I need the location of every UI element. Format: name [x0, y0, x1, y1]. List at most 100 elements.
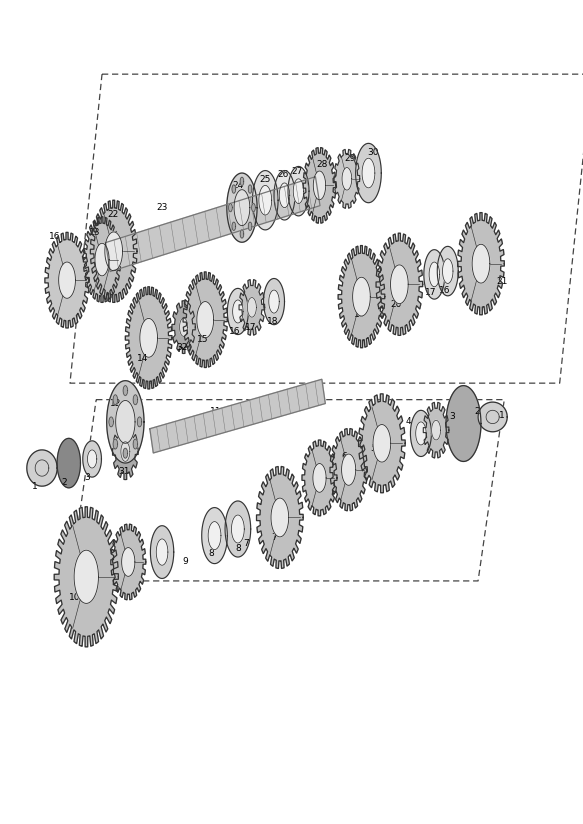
Text: 3: 3: [449, 412, 455, 420]
Polygon shape: [279, 183, 290, 208]
Polygon shape: [429, 262, 440, 287]
Polygon shape: [356, 143, 381, 203]
Polygon shape: [232, 222, 236, 231]
Polygon shape: [106, 176, 320, 272]
Text: 17: 17: [424, 288, 436, 297]
Polygon shape: [376, 233, 423, 335]
Text: 3: 3: [85, 474, 90, 482]
Polygon shape: [109, 417, 114, 427]
Polygon shape: [274, 171, 295, 220]
Polygon shape: [227, 173, 257, 242]
Polygon shape: [113, 424, 138, 480]
Polygon shape: [57, 438, 80, 488]
Text: 7: 7: [243, 540, 249, 548]
Text: 28: 28: [317, 161, 328, 169]
Polygon shape: [197, 302, 213, 338]
Text: 10: 10: [69, 593, 80, 602]
Polygon shape: [150, 526, 174, 578]
Text: 16: 16: [438, 286, 450, 294]
Polygon shape: [121, 442, 130, 461]
Text: 22: 22: [107, 210, 118, 218]
Text: 11: 11: [210, 408, 222, 416]
Polygon shape: [90, 200, 137, 302]
Polygon shape: [54, 507, 118, 647]
Polygon shape: [478, 402, 507, 432]
Text: 8: 8: [235, 545, 241, 553]
Polygon shape: [288, 166, 309, 216]
Polygon shape: [458, 213, 504, 315]
Polygon shape: [423, 402, 449, 458]
Polygon shape: [229, 204, 232, 212]
Polygon shape: [123, 448, 128, 458]
Polygon shape: [248, 222, 252, 231]
Polygon shape: [342, 167, 352, 190]
Text: 2: 2: [61, 478, 67, 486]
Polygon shape: [183, 272, 227, 368]
Polygon shape: [442, 259, 453, 283]
Text: 32: 32: [176, 344, 188, 352]
Polygon shape: [269, 290, 279, 313]
Polygon shape: [248, 185, 252, 193]
Polygon shape: [27, 450, 57, 486]
Text: 18: 18: [267, 317, 279, 325]
Polygon shape: [252, 204, 255, 212]
Text: 19: 19: [354, 311, 366, 319]
Polygon shape: [240, 230, 244, 238]
Polygon shape: [87, 450, 97, 468]
Text: 15: 15: [197, 335, 209, 344]
Polygon shape: [271, 498, 289, 537]
Polygon shape: [232, 185, 236, 193]
Text: 4: 4: [405, 418, 411, 426]
Polygon shape: [225, 501, 251, 557]
Polygon shape: [247, 297, 257, 317]
Polygon shape: [373, 424, 391, 462]
Text: 20: 20: [391, 301, 402, 309]
Polygon shape: [180, 318, 188, 336]
Text: 1: 1: [32, 482, 38, 490]
Text: 31: 31: [118, 467, 129, 475]
Polygon shape: [313, 464, 326, 492]
Text: 7: 7: [271, 533, 277, 541]
Polygon shape: [122, 548, 135, 576]
Polygon shape: [252, 171, 278, 230]
Polygon shape: [293, 179, 304, 204]
Polygon shape: [239, 279, 265, 335]
Polygon shape: [202, 508, 227, 564]
Polygon shape: [133, 439, 138, 449]
Polygon shape: [172, 301, 195, 353]
Polygon shape: [133, 395, 138, 405]
Text: 6: 6: [341, 452, 347, 461]
Polygon shape: [410, 410, 431, 456]
Text: 30: 30: [367, 148, 379, 157]
Polygon shape: [416, 422, 426, 445]
Text: 21: 21: [497, 278, 508, 286]
Polygon shape: [113, 395, 118, 405]
Text: 14: 14: [137, 354, 149, 363]
Polygon shape: [137, 417, 142, 427]
Polygon shape: [446, 386, 481, 461]
Polygon shape: [123, 386, 128, 396]
Polygon shape: [362, 158, 375, 188]
Polygon shape: [257, 466, 303, 569]
Polygon shape: [233, 300, 243, 323]
Polygon shape: [234, 190, 250, 226]
Polygon shape: [359, 394, 405, 493]
Polygon shape: [424, 250, 445, 299]
Polygon shape: [472, 244, 490, 283]
Text: 29: 29: [344, 154, 356, 162]
Text: 8: 8: [208, 550, 214, 558]
Polygon shape: [353, 277, 370, 316]
Polygon shape: [111, 524, 146, 600]
Polygon shape: [391, 265, 408, 304]
Polygon shape: [59, 262, 75, 298]
Polygon shape: [231, 515, 244, 543]
Text: 25: 25: [259, 176, 271, 184]
Polygon shape: [227, 288, 248, 335]
Text: 23: 23: [156, 204, 168, 212]
Polygon shape: [113, 439, 118, 449]
Text: 9: 9: [182, 558, 188, 566]
Polygon shape: [313, 171, 326, 199]
Polygon shape: [83, 441, 101, 477]
Polygon shape: [115, 400, 135, 443]
Polygon shape: [259, 185, 272, 215]
